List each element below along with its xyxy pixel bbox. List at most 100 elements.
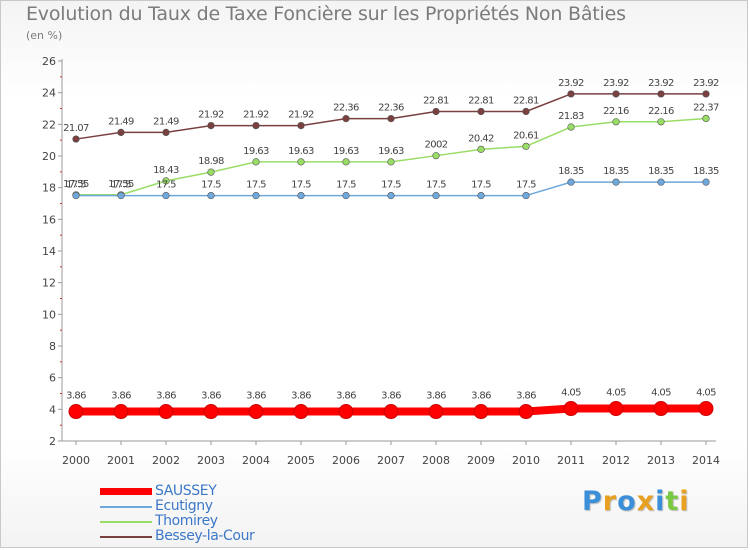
data-label: 3.86 — [156, 391, 176, 402]
data-point — [158, 404, 174, 420]
data-label: 21.49 — [108, 116, 134, 127]
data-label: 22.81 — [423, 96, 449, 107]
chart-title: Evolution du Taux de Taxe Foncière sur l… — [26, 3, 626, 25]
data-point — [608, 401, 624, 417]
data-label: 21.07 — [63, 123, 89, 134]
data-point — [563, 401, 579, 417]
data-point — [657, 178, 665, 186]
legend-swatch — [100, 536, 152, 538]
data-label: 22.81 — [513, 96, 539, 107]
legend-label: Thomirey — [155, 513, 218, 529]
data-point — [338, 404, 354, 420]
logo-letter: i — [679, 486, 690, 517]
data-label: 3.86 — [516, 391, 536, 402]
y-tick-label: 20 — [42, 150, 56, 163]
data-label: 21.49 — [153, 116, 179, 127]
data-point — [207, 121, 215, 130]
data-label: 17.5 — [381, 180, 401, 191]
data-label: 18.43 — [153, 165, 179, 176]
x-tick-label: 2009 — [467, 454, 495, 467]
y-tick-label: 10 — [42, 308, 56, 321]
data-label: 23.92 — [603, 78, 629, 89]
y-tick-label: 6 — [49, 372, 56, 385]
data-point — [342, 191, 350, 200]
data-label: 3.86 — [111, 391, 131, 402]
data-label: 21.92 — [288, 110, 314, 121]
data-label: 23.92 — [648, 78, 674, 89]
data-label: 22.36 — [378, 103, 404, 114]
data-point — [698, 401, 714, 417]
legend-label: SAUSSEY — [155, 483, 217, 499]
data-point — [252, 121, 260, 130]
legend-swatch — [100, 521, 152, 523]
data-point — [657, 118, 665, 126]
data-point — [72, 135, 80, 143]
data-point — [387, 191, 395, 200]
y-tick-label: 8 — [49, 340, 56, 353]
data-label: 18.35 — [558, 166, 584, 177]
data-point — [657, 90, 665, 98]
y-tick-label: 4 — [49, 403, 56, 416]
data-point — [297, 121, 305, 130]
data-label: 3.86 — [471, 391, 491, 402]
data-point — [612, 90, 620, 98]
data-point — [477, 191, 485, 200]
data-point — [473, 404, 489, 420]
data-label: 20.42 — [468, 133, 494, 144]
data-label: 4.05 — [561, 388, 581, 399]
data-point — [117, 191, 125, 200]
logo-letter: r — [602, 486, 618, 517]
data-label: 17.5 — [156, 180, 176, 191]
legend-swatch — [100, 488, 152, 495]
y-tick-label: 22 — [42, 118, 56, 131]
data-label: 17.5 — [246, 180, 266, 191]
x-tick-label: 2011 — [557, 454, 585, 467]
data-label: 21.92 — [198, 110, 224, 121]
data-point — [113, 404, 129, 420]
x-tick-label: 2002 — [152, 454, 180, 467]
data-point — [342, 158, 350, 166]
data-label: 23.92 — [558, 78, 584, 89]
data-point — [522, 191, 530, 200]
data-label: 21.92 — [243, 110, 269, 121]
x-tick-label: 2006 — [332, 454, 360, 467]
y-tick-label: 16 — [42, 213, 56, 226]
data-point — [387, 158, 395, 166]
logo-letter: i — [655, 486, 666, 517]
data-point — [72, 191, 80, 200]
data-label: 19.63 — [333, 146, 359, 157]
data-label: 17.5 — [336, 180, 356, 191]
data-label: 23.92 — [693, 78, 719, 89]
data-point — [522, 142, 530, 150]
data-label: 17.5 — [516, 180, 536, 191]
data-point — [567, 123, 575, 131]
x-tick-label: 2004 — [242, 454, 270, 467]
proxiti-logo: Proxiti — [582, 486, 690, 517]
logo-letter: t — [665, 486, 680, 517]
data-point — [653, 401, 669, 417]
y-tick-label: 12 — [42, 277, 56, 290]
data-label: 17.5 — [291, 180, 311, 191]
x-tick-label: 2013 — [647, 454, 675, 467]
data-label: 4.05 — [651, 388, 671, 399]
data-label: 18.35 — [693, 166, 719, 177]
data-point — [477, 107, 485, 116]
data-point — [342, 115, 350, 123]
data-point — [203, 404, 219, 420]
data-label: 17.5 — [66, 180, 86, 191]
data-point — [432, 107, 440, 116]
data-label: 3.86 — [201, 391, 221, 402]
data-label: 22.16 — [603, 106, 629, 117]
logo-letter: P — [582, 486, 603, 517]
x-tick-label: 2008 — [422, 454, 450, 467]
data-label: 4.05 — [606, 388, 626, 399]
data-label: 4.05 — [696, 388, 716, 399]
data-point — [297, 158, 305, 166]
data-point — [702, 178, 710, 186]
data-label: 22.16 — [648, 106, 674, 117]
data-point — [702, 114, 710, 123]
data-label: 17.5 — [201, 180, 221, 191]
data-label: 3.86 — [246, 391, 266, 402]
